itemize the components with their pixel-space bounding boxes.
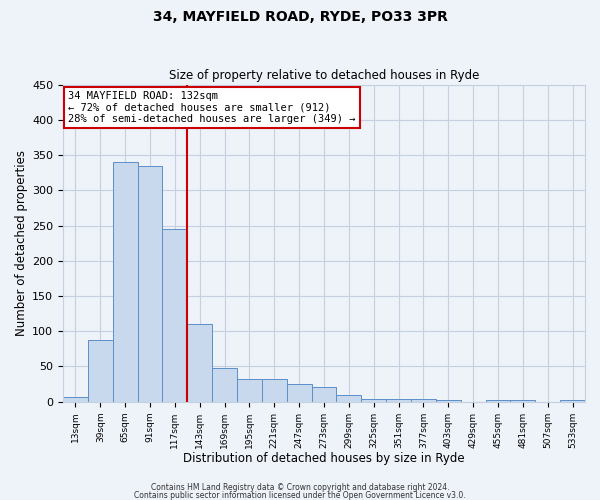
- Y-axis label: Number of detached properties: Number of detached properties: [15, 150, 28, 336]
- Bar: [262, 379, 287, 402]
- Bar: [436, 400, 461, 402]
- Bar: [113, 162, 137, 402]
- Bar: [187, 324, 212, 402]
- Text: Contains public sector information licensed under the Open Government Licence v3: Contains public sector information licen…: [134, 490, 466, 500]
- Bar: [63, 397, 88, 402]
- Bar: [411, 399, 436, 402]
- Text: 34, MAYFIELD ROAD, RYDE, PO33 3PR: 34, MAYFIELD ROAD, RYDE, PO33 3PR: [152, 10, 448, 24]
- Bar: [237, 379, 262, 402]
- Text: Contains HM Land Registry data © Crown copyright and database right 2024.: Contains HM Land Registry data © Crown c…: [151, 484, 449, 492]
- Bar: [485, 400, 511, 402]
- Bar: [311, 387, 337, 402]
- Bar: [386, 399, 411, 402]
- Bar: [163, 229, 187, 402]
- Bar: [337, 394, 361, 402]
- X-axis label: Distribution of detached houses by size in Ryde: Distribution of detached houses by size …: [183, 452, 465, 465]
- Title: Size of property relative to detached houses in Ryde: Size of property relative to detached ho…: [169, 69, 479, 82]
- Bar: [287, 384, 311, 402]
- Bar: [88, 340, 113, 402]
- Text: 34 MAYFIELD ROAD: 132sqm
← 72% of detached houses are smaller (912)
28% of semi-: 34 MAYFIELD ROAD: 132sqm ← 72% of detach…: [68, 91, 356, 124]
- Bar: [560, 400, 585, 402]
- Bar: [212, 368, 237, 402]
- Bar: [137, 166, 163, 402]
- Bar: [511, 400, 535, 402]
- Bar: [361, 399, 386, 402]
